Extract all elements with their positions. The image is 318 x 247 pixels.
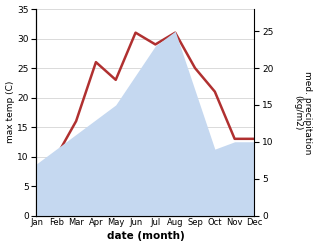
Y-axis label: max temp (C): max temp (C) (5, 81, 15, 144)
Y-axis label: med. precipitation
(kg/m2): med. precipitation (kg/m2) (293, 71, 313, 154)
X-axis label: date (month): date (month) (107, 231, 184, 242)
